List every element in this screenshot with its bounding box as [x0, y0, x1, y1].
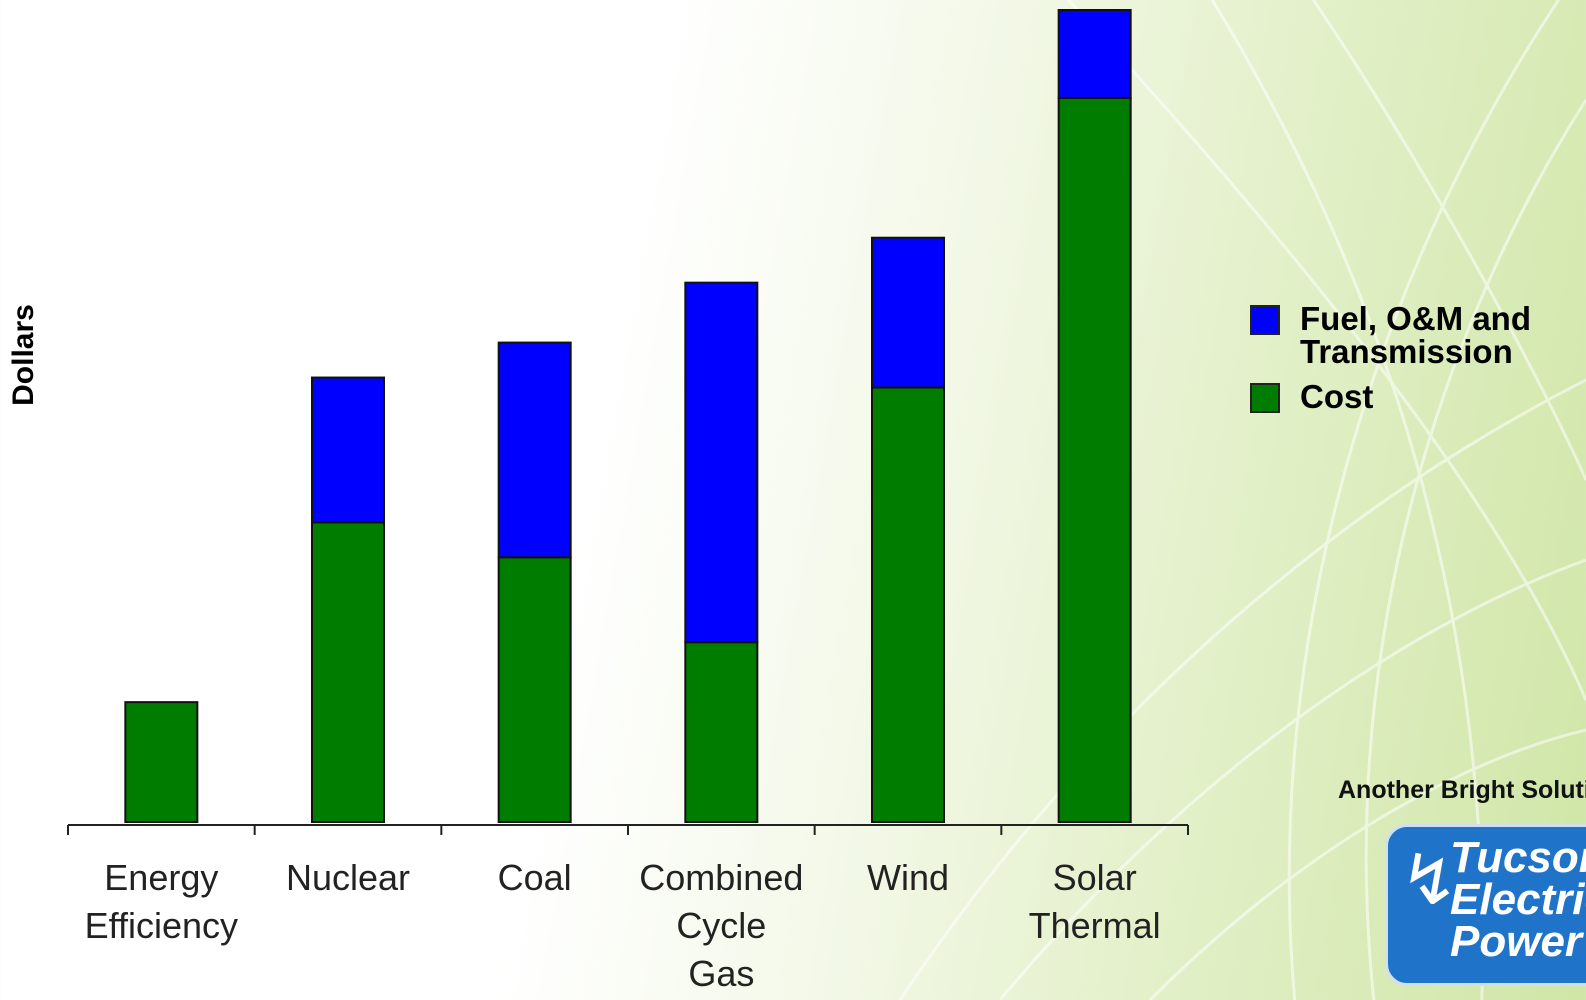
x-axis: [67, 824, 1189, 835]
x-tick-label-3-1: Cycle: [676, 905, 766, 946]
logo-text: Tucson Electric Power: [1450, 833, 1586, 966]
legend-item-fuel: Fuel, O&M and Transmission: [1250, 302, 1586, 368]
bar-cost-4: [871, 386, 945, 823]
legend-swatch-fuel: [1250, 305, 1280, 335]
legend-label-fuel: Fuel, O&M and Transmission: [1300, 300, 1531, 370]
bar-fuel-3: [684, 281, 759, 644]
x-tick-label-5-0: Solar: [1053, 857, 1137, 898]
x-tick-labels: Energy Efficiency Nuclear Coal Combined Cycle…: [85, 857, 1161, 994]
y-axis-label: Dollars: [7, 304, 40, 406]
x-tick-label-4-0: Wind: [867, 857, 949, 898]
bar-fuel-4: [871, 236, 945, 389]
x-tick-label-5-1: Thermal: [1029, 905, 1161, 946]
bar-fuel-5: [1057, 9, 1132, 99]
legend-swatch-cost: [1250, 383, 1280, 413]
x-tick-label-2-0: Coal: [498, 857, 572, 898]
lightning-bolt-icon: ↯: [1400, 841, 1459, 919]
x-tick-label-0-1: Efficiency: [85, 905, 238, 946]
legend: Fuel, O&M and Transmission Cost: [1250, 302, 1586, 425]
x-tick-label-0-0: Energy: [104, 857, 218, 898]
x-tick-label-1-0: Nuclear: [286, 857, 410, 898]
bar-cost-3: [684, 641, 759, 823]
bars-group: [124, 9, 1132, 823]
bar-cost-2: [497, 556, 572, 823]
x-tick-label-3-2: Gas: [688, 953, 754, 994]
bar-fuel-1: [311, 376, 385, 524]
bar-cost-5: [1057, 96, 1132, 823]
legend-label-cost: Cost: [1300, 378, 1374, 415]
bar-fuel-2: [497, 341, 572, 559]
x-tick-label-3-0: Combined: [639, 857, 803, 898]
bar-cost-1: [311, 521, 385, 823]
bar-cost-0: [124, 701, 199, 823]
tagline: Another Bright Solution: [1338, 776, 1586, 804]
legend-item-cost: Cost: [1250, 380, 1586, 413]
company-logo: ↯ Tucson Electric Power: [1385, 824, 1586, 986]
